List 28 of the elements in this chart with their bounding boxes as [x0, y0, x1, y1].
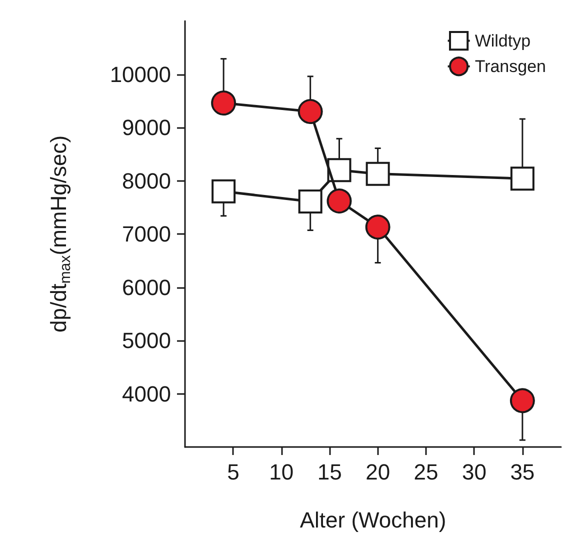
y-tick-label: 6000: [122, 274, 171, 300]
x-tick-label: 30: [462, 460, 486, 484]
y-axis-title: dp/dtmax(mmHg/sec): [46, 135, 74, 333]
x-axis-title: Alter (Wochen): [300, 508, 446, 532]
point: [298, 99, 323, 124]
x-tick-label: 5: [227, 460, 240, 484]
point: [365, 214, 390, 240]
legend-label: Transgen: [474, 56, 546, 76]
y-tick-label: 10000: [110, 62, 171, 87]
point: [327, 158, 352, 182]
point: [366, 162, 390, 186]
y-tick-label: 7000: [122, 222, 171, 246]
y-tick-label: 9000: [122, 115, 171, 140]
point: [326, 188, 352, 214]
point: [510, 388, 535, 414]
point: [298, 190, 322, 214]
y-tick-label: 4000: [122, 381, 171, 406]
y-tick-label: 5000: [122, 328, 171, 353]
x-tick-label: 15: [317, 460, 342, 484]
x-tick-label: 20: [366, 460, 390, 484]
legend-label: Wildtyp: [474, 31, 531, 50]
x-tick-label: 35: [510, 460, 535, 484]
x-tick-label: 10: [269, 460, 294, 484]
point: [510, 166, 534, 191]
y-tick-label: 8000: [122, 168, 171, 194]
point: [212, 179, 236, 204]
point: [211, 90, 236, 116]
x-tick-label: 25: [414, 460, 438, 484]
